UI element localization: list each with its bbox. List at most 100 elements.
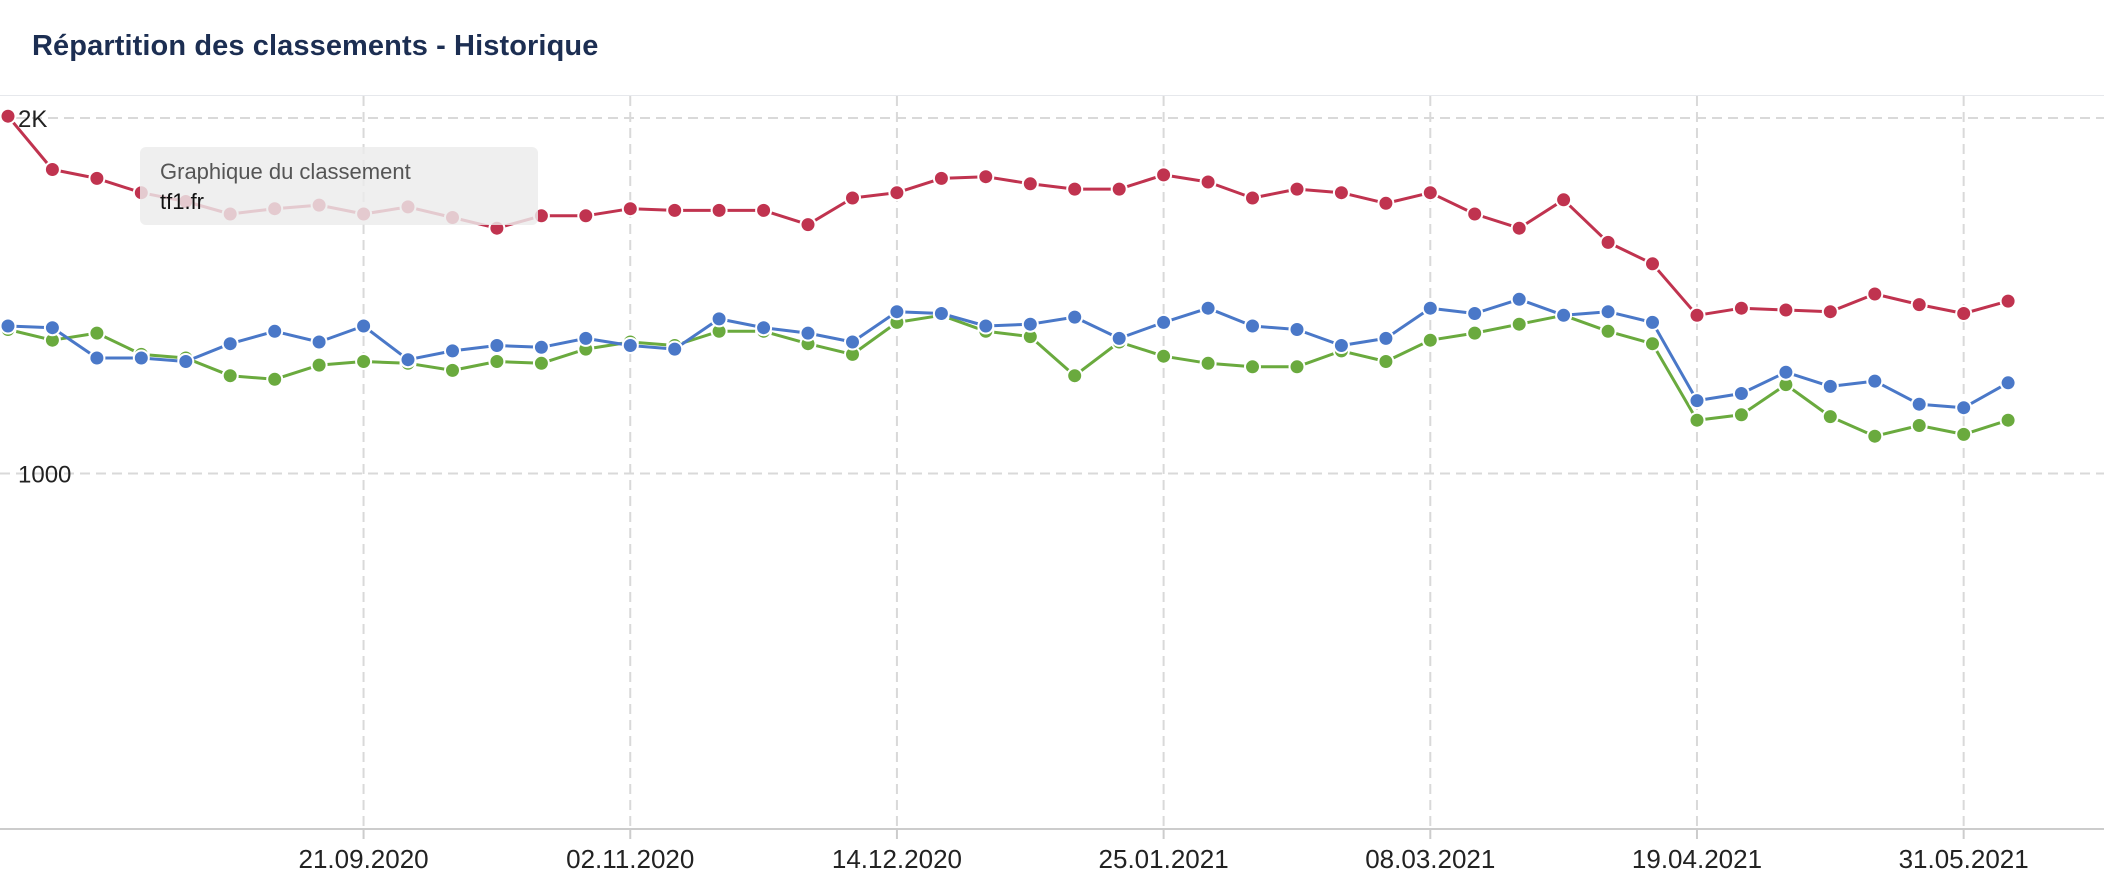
data-point-blue[interactable] [666, 340, 684, 358]
data-point-red[interactable] [1288, 180, 1306, 198]
data-point-green[interactable] [1466, 324, 1484, 342]
data-point-blue[interactable] [488, 337, 506, 354]
data-point-green[interactable] [1910, 417, 1928, 434]
data-point-blue[interactable] [221, 335, 239, 353]
data-point-red[interactable] [1155, 166, 1173, 184]
data-point-blue[interactable] [1466, 305, 1484, 322]
data-point-green[interactable] [1421, 331, 1439, 349]
data-point-blue[interactable] [888, 303, 906, 321]
data-point-green[interactable] [1244, 358, 1261, 376]
data-point-green[interactable] [1955, 425, 1973, 443]
data-point-red[interactable] [844, 189, 861, 207]
data-point-blue[interactable] [266, 322, 284, 340]
data-point-blue[interactable] [1732, 385, 1750, 402]
data-point-green[interactable] [88, 324, 106, 342]
data-point-blue[interactable] [1332, 337, 1350, 354]
data-point-red[interactable] [1999, 292, 2017, 310]
data-point-green[interactable] [1155, 347, 1173, 365]
data-point-blue[interactable] [1021, 315, 1039, 333]
data-point-green[interactable] [444, 361, 461, 379]
data-point-blue[interactable] [1821, 377, 1839, 395]
data-point-green[interactable] [1066, 367, 1084, 385]
data-point-green[interactable] [1821, 408, 1839, 426]
data-point-green[interactable] [1644, 335, 1661, 353]
data-point-blue[interactable] [621, 337, 639, 354]
data-point-blue[interactable] [1288, 321, 1306, 338]
data-point-blue[interactable] [1155, 313, 1173, 331]
data-point-green[interactable] [532, 354, 550, 372]
data-point-blue[interactable] [1377, 329, 1395, 347]
data-point-green[interactable] [1199, 354, 1217, 372]
data-point-blue[interactable] [177, 353, 195, 370]
data-point-green[interactable] [310, 356, 328, 374]
data-point-red[interactable] [1555, 191, 1573, 209]
data-point-red[interactable] [1244, 189, 1261, 207]
data-point-blue[interactable] [43, 319, 61, 337]
data-point-green[interactable] [1732, 406, 1750, 424]
data-point-blue[interactable] [577, 329, 595, 347]
data-point-red[interactable] [755, 201, 773, 219]
data-point-blue[interactable] [1555, 306, 1573, 324]
data-point-blue[interactable] [1955, 399, 1973, 417]
data-point-blue[interactable] [932, 305, 950, 322]
data-point-red[interactable] [1377, 194, 1395, 212]
data-point-blue[interactable] [310, 333, 328, 351]
data-point-red[interactable] [1955, 305, 1973, 322]
data-point-red[interactable] [666, 201, 684, 219]
ranking-history-chart[interactable]: 1000 2K 21.09.2020 02.11.2020 14.12.2020 25.0… [0, 96, 2104, 890]
data-point-red[interactable] [1199, 173, 1217, 191]
data-point-green[interactable] [1866, 427, 1884, 445]
data-point-blue[interactable] [1644, 313, 1661, 331]
data-point-blue[interactable] [532, 338, 550, 356]
data-point-blue[interactable] [1066, 308, 1084, 326]
data-point-blue[interactable] [1244, 317, 1261, 335]
data-point-red[interactable] [710, 201, 728, 219]
data-point-blue[interactable] [755, 319, 773, 337]
data-point-blue[interactable] [1110, 329, 1128, 347]
data-point-blue[interactable] [1421, 299, 1439, 317]
data-point-green[interactable] [266, 370, 284, 388]
data-point-blue[interactable] [444, 342, 461, 360]
data-point-blue[interactable] [844, 333, 861, 351]
data-point-blue[interactable] [1866, 372, 1884, 390]
data-point-blue[interactable] [132, 349, 150, 367]
data-point-red[interactable] [1421, 184, 1439, 202]
data-point-blue[interactable] [88, 349, 106, 367]
data-point-red[interactable] [1777, 301, 1795, 319]
data-point-red[interactable] [932, 169, 950, 187]
data-point-blue[interactable] [399, 351, 417, 369]
data-point-red[interactable] [1021, 175, 1039, 193]
data-point-red[interactable] [88, 169, 106, 187]
data-point-red[interactable] [1910, 296, 1928, 314]
data-point-blue[interactable] [1777, 363, 1795, 381]
data-point-red[interactable] [888, 184, 906, 202]
data-point-blue[interactable] [710, 310, 728, 328]
data-point-green[interactable] [1599, 322, 1617, 340]
data-point-red[interactable] [1466, 205, 1484, 223]
data-point-red[interactable] [1510, 219, 1528, 237]
data-point-red[interactable] [43, 161, 61, 178]
data-point-blue[interactable] [1910, 395, 1928, 413]
data-point-green[interactable] [1688, 411, 1706, 429]
data-point-green[interactable] [488, 353, 506, 370]
data-point-green[interactable] [1288, 358, 1306, 376]
data-point-red[interactable] [1688, 306, 1706, 324]
data-point-red[interactable] [1332, 184, 1350, 202]
data-point-red[interactable] [1644, 255, 1661, 273]
data-point-blue[interactable] [1599, 303, 1617, 321]
data-point-green[interactable] [1510, 315, 1528, 333]
data-point-blue[interactable] [1510, 290, 1528, 308]
data-point-red[interactable] [1066, 180, 1084, 198]
data-point-blue[interactable] [1999, 374, 2017, 392]
data-point-red[interactable] [799, 216, 817, 234]
data-point-red[interactable] [1866, 285, 1884, 303]
data-point-blue[interactable] [1199, 299, 1217, 317]
data-point-green[interactable] [355, 353, 373, 370]
data-point-red[interactable] [0, 107, 17, 125]
data-point-green[interactable] [221, 367, 239, 385]
data-point-blue[interactable] [1688, 392, 1706, 410]
data-point-blue[interactable] [799, 324, 817, 342]
data-point-red[interactable] [1732, 299, 1750, 317]
data-point-green[interactable] [1377, 353, 1395, 370]
data-point-red[interactable] [621, 200, 639, 218]
